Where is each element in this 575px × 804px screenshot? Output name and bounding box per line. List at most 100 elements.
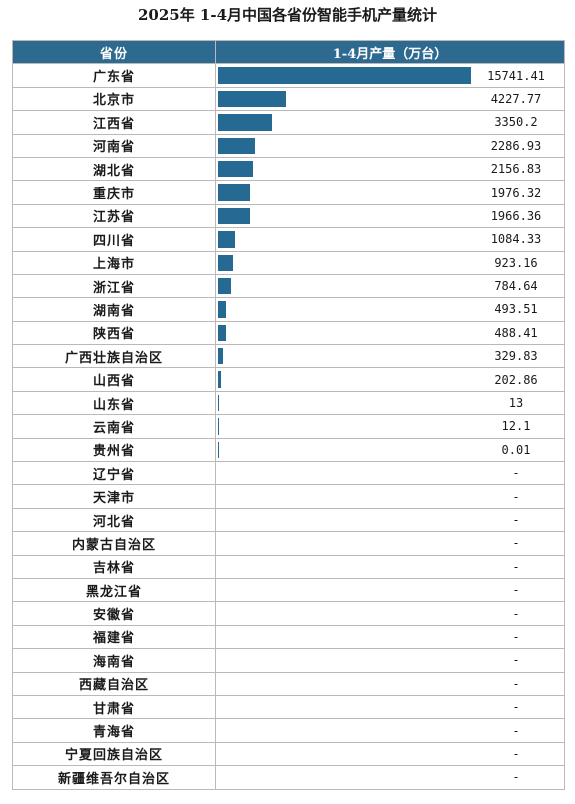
value-label: - bbox=[512, 723, 520, 738]
output-cell: 0.01 bbox=[216, 438, 565, 462]
value-label: 3350.2 bbox=[494, 115, 538, 130]
table-row: 内蒙古自治区 - bbox=[13, 532, 565, 556]
output-cell: 202.86 bbox=[216, 368, 565, 391]
output-cell: - bbox=[216, 532, 565, 555]
output-cell: - bbox=[216, 485, 565, 508]
table-row: 天津市 - bbox=[13, 485, 565, 509]
table-row: 山东省 13 bbox=[13, 391, 565, 416]
output-cell: 12.1 bbox=[216, 415, 565, 438]
table-row: 湖南省 493.51 bbox=[13, 298, 565, 322]
value-bar bbox=[218, 207, 250, 225]
table-row: 贵州省 0.01 bbox=[13, 438, 565, 463]
table-row: 福建省 - bbox=[13, 625, 565, 650]
output-cell: - bbox=[216, 508, 565, 532]
province-label: 江苏省 bbox=[13, 204, 216, 228]
value-bar bbox=[218, 231, 236, 248]
value-label: 13 bbox=[508, 396, 524, 411]
value-bar bbox=[218, 114, 272, 131]
value-bar bbox=[218, 254, 233, 271]
value-bar bbox=[218, 371, 222, 388]
value-bar bbox=[218, 160, 253, 178]
value-label: 493.51 bbox=[494, 302, 538, 317]
value-label: - bbox=[512, 700, 520, 715]
output-cell: 15741.41 bbox=[216, 64, 565, 87]
province-label: 上海市 bbox=[13, 251, 216, 274]
value-label: - bbox=[512, 629, 520, 644]
output-cell: 329.83 bbox=[216, 345, 565, 368]
table-row: 广东省 15741.41 bbox=[13, 64, 565, 88]
table-row: 宁夏回族自治区 - bbox=[13, 742, 565, 767]
data-table: 省份 1-4月产量（万台） 广东省 15741.41 北京市 4227.77 江西省 33… bbox=[12, 40, 565, 790]
output-cell: 4227.77 bbox=[216, 87, 565, 111]
value-label: - bbox=[512, 746, 520, 761]
table-row: 江西省 3350.2 bbox=[13, 111, 565, 135]
value-bar bbox=[218, 184, 250, 201]
province-label: 福建省 bbox=[13, 625, 216, 649]
table-row: 北京市 4227.77 bbox=[13, 87, 565, 112]
output-cell: - bbox=[216, 462, 565, 485]
province-label: 湖北省 bbox=[13, 157, 216, 181]
output-cell: 784.64 bbox=[216, 274, 565, 298]
header-province: 省份 bbox=[13, 41, 216, 64]
output-cell: - bbox=[216, 742, 565, 766]
value-label: 202.86 bbox=[494, 372, 538, 387]
province-label: 江西省 bbox=[13, 111, 216, 134]
output-cell: 1976.32 bbox=[216, 181, 565, 204]
value-label: 15741.41 bbox=[487, 68, 545, 83]
value-label: 488.41 bbox=[494, 325, 538, 340]
value-label: - bbox=[512, 466, 520, 481]
province-label: 新疆维吾尔自治区 bbox=[13, 766, 216, 789]
header-output: 1-4月产量（万台） bbox=[216, 41, 565, 64]
value-label: 1976.32 bbox=[490, 185, 542, 200]
table-row: 西藏自治区 - bbox=[13, 672, 565, 696]
output-cell: 1966.36 bbox=[216, 204, 565, 228]
table-row: 辽宁省 - bbox=[13, 462, 565, 486]
value-label: 12.1 bbox=[501, 419, 531, 434]
province-label: 重庆市 bbox=[13, 181, 216, 204]
value-label: 4227.77 bbox=[490, 91, 542, 106]
value-label: 329.83 bbox=[494, 349, 538, 364]
value-bar bbox=[218, 348, 224, 365]
province-label: 西藏自治区 bbox=[13, 672, 216, 695]
output-cell: 2156.83 bbox=[216, 157, 565, 181]
value-bar bbox=[218, 90, 286, 108]
value-label: 2286.93 bbox=[490, 138, 542, 153]
table-row: 陕西省 488.41 bbox=[13, 321, 565, 346]
table-row: 黑龙江省 - bbox=[13, 578, 565, 603]
province-label: 河北省 bbox=[13, 508, 216, 532]
province-label: 青海省 bbox=[13, 719, 216, 742]
table-row: 湖北省 2156.83 bbox=[13, 157, 565, 182]
table-row: 上海市 923.16 bbox=[13, 251, 565, 275]
province-label: 安徽省 bbox=[13, 602, 216, 625]
value-bar bbox=[218, 277, 231, 295]
province-label: 四川省 bbox=[13, 228, 216, 251]
table-row: 重庆市 1976.32 bbox=[13, 181, 565, 205]
province-label: 云南省 bbox=[13, 415, 216, 438]
table-body: 广东省 15741.41 北京市 4227.77 江西省 3350.2 河南省 2286.93… bbox=[13, 64, 565, 790]
value-label: - bbox=[512, 770, 520, 785]
province-label: 辽宁省 bbox=[13, 462, 216, 485]
value-label: - bbox=[512, 489, 520, 504]
value-bar bbox=[218, 418, 219, 435]
value-bar bbox=[218, 137, 255, 154]
table-row: 浙江省 784.64 bbox=[13, 274, 565, 299]
table-header-row: 省份 1-4月产量（万台） bbox=[13, 41, 565, 65]
output-cell: 2286.93 bbox=[216, 134, 565, 157]
value-label: - bbox=[512, 606, 520, 621]
province-label: 山东省 bbox=[13, 391, 216, 415]
table-row: 河南省 2286.93 bbox=[13, 134, 565, 158]
value-bar bbox=[218, 67, 471, 84]
chart-title: 2025年 1-4月中国各省份智能手机产量统计 bbox=[137, 6, 438, 24]
output-cell: - bbox=[216, 672, 565, 695]
province-label: 黑龙江省 bbox=[13, 578, 216, 602]
table-row: 云南省 12.1 bbox=[13, 415, 565, 439]
value-label: 1966.36 bbox=[490, 208, 542, 223]
output-cell: - bbox=[216, 625, 565, 649]
province-label: 宁夏回族自治区 bbox=[13, 742, 216, 766]
province-label: 广东省 bbox=[13, 64, 216, 87]
output-cell: - bbox=[216, 695, 565, 719]
value-label: 923.16 bbox=[494, 255, 538, 270]
output-cell: - bbox=[216, 555, 565, 578]
value-bar bbox=[218, 394, 219, 412]
value-label: - bbox=[512, 513, 520, 527]
